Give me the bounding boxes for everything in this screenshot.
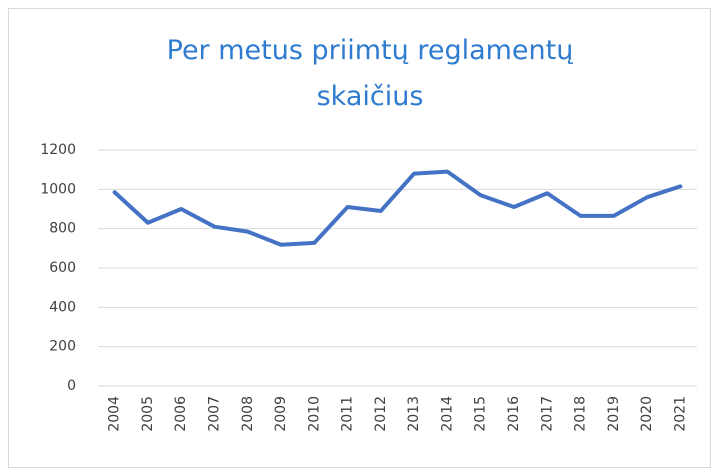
x-tick-label: 2005 bbox=[140, 396, 156, 432]
x-tick-label: 2013 bbox=[406, 396, 422, 432]
x-tick-label: 2006 bbox=[173, 396, 189, 432]
x-tick-label: 2014 bbox=[439, 396, 455, 432]
x-tick-label: 2008 bbox=[240, 396, 256, 432]
y-tick-label: 400 bbox=[49, 299, 76, 315]
x-tick-label: 2009 bbox=[273, 396, 289, 432]
x-tick-label: 2021 bbox=[672, 396, 688, 432]
x-tick-label: 2016 bbox=[506, 396, 522, 432]
x-tick-label: 2018 bbox=[573, 396, 589, 432]
y-tick-label: 800 bbox=[49, 221, 76, 237]
y-tick-label: 1200 bbox=[40, 142, 76, 158]
x-tick-label: 2019 bbox=[606, 396, 622, 432]
x-tick-label: 2020 bbox=[639, 396, 655, 432]
x-tick-label: 2011 bbox=[340, 396, 356, 432]
x-tick-label: 2015 bbox=[473, 396, 489, 432]
x-tick-label: 2007 bbox=[206, 396, 222, 432]
x-tick-label: 2004 bbox=[107, 396, 123, 432]
x-tick-label: 2012 bbox=[373, 396, 389, 432]
x-tick-label: 2017 bbox=[539, 396, 555, 432]
x-tick-label: 2010 bbox=[306, 396, 322, 432]
y-tick-label: 0 bbox=[67, 378, 76, 394]
y-tick-label: 600 bbox=[49, 260, 76, 276]
data-line bbox=[112, 169, 683, 247]
chart-title: Per metus priimtų reglamentų skaičius bbox=[166, 35, 574, 112]
y-tick-label: 1000 bbox=[40, 181, 76, 197]
y-tick-label: 200 bbox=[49, 339, 76, 355]
